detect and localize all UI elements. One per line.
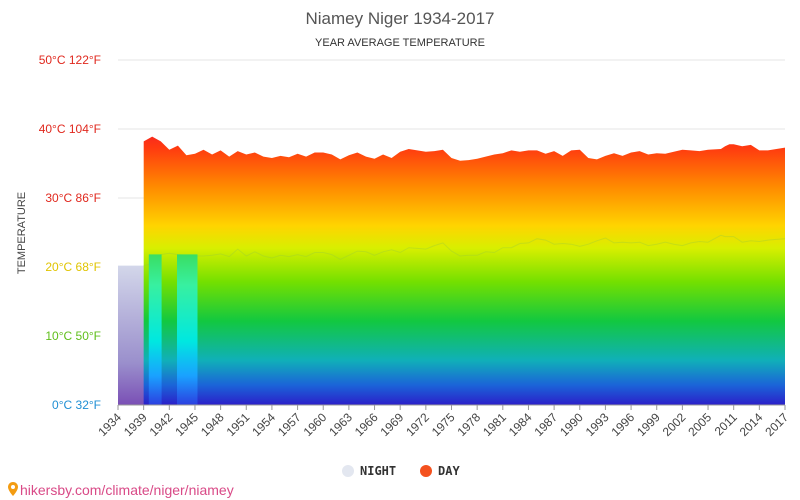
x-axis: 1934193919421945194819511954195719601963… — [95, 404, 791, 439]
x-tick-label: 1990 — [557, 410, 586, 439]
y-tick-label: 40°C 104°F — [39, 122, 101, 136]
legend-day-label: DAY — [438, 464, 460, 478]
map-pin-icon — [8, 482, 18, 496]
x-tick-label: 1948 — [198, 410, 227, 439]
credit-link[interactable]: hikersby.com/climate/niger/niamey — [8, 482, 234, 498]
x-tick-label: 1969 — [378, 410, 407, 439]
legend-night-label: NIGHT — [360, 464, 396, 478]
y-axis-title: TEMPERATURE — [16, 192, 28, 274]
day-area — [143, 136, 786, 405]
chart-title: Niamey Niger 1934-2017 — [306, 9, 495, 28]
y-tick-label: 10°C 50°F — [45, 329, 101, 343]
x-tick-label: 1939 — [121, 410, 150, 439]
x-tick-label: 1978 — [454, 410, 483, 439]
legend: NIGHT DAY — [342, 464, 460, 478]
x-tick-label: 1966 — [352, 410, 381, 439]
night-line — [143, 234, 786, 267]
x-tick-label: 1996 — [608, 410, 637, 439]
legend-day-swatch — [420, 465, 432, 477]
plot-areas — [118, 136, 786, 405]
x-tick-label: 2017 — [762, 410, 791, 439]
y-tick-label: 50°C 122°F — [39, 53, 101, 67]
x-tick-label: 1960 — [301, 410, 330, 439]
x-tick-label: 1972 — [403, 410, 432, 439]
y-tick-label: 0°C 32°F — [52, 398, 101, 412]
x-tick-label: 1951 — [224, 410, 253, 439]
y-axis-labels: 0°C 32°F 10°C 50°F 20°C 68°F 30°C 86°F 40°C … — [39, 53, 101, 412]
legend-item-night[interactable]: NIGHT — [342, 464, 396, 478]
data-gap-column-0 — [148, 254, 162, 405]
credit-text: hikersby.com/climate/niger/niamey — [20, 482, 234, 498]
x-tick-label: 2002 — [660, 410, 689, 439]
x-tick-label: 1981 — [480, 410, 509, 439]
x-tick-label: 1993 — [583, 410, 612, 439]
chart-subtitle: YEAR AVERAGE TEMPERATURE — [315, 37, 485, 49]
y-tick-label: 30°C 86°F — [45, 191, 101, 205]
x-tick-label: 2011 — [712, 410, 740, 438]
x-tick-label: 1954 — [249, 410, 278, 439]
x-tick-label: 2014 — [737, 410, 766, 439]
x-tick-label: 2005 — [685, 410, 714, 439]
data-gap-column-1 — [177, 254, 198, 405]
y-tick-label: 20°C 68°F — [45, 260, 101, 274]
x-tick-label: 1987 — [531, 410, 560, 439]
x-tick-label: 1999 — [634, 410, 663, 439]
x-tick-label: 1942 — [147, 410, 176, 439]
x-tick-label: 1975 — [429, 410, 458, 439]
x-tick-label: 1963 — [326, 410, 355, 439]
x-tick-label: 1945 — [172, 410, 201, 439]
legend-item-day[interactable]: DAY — [420, 464, 460, 478]
x-tick-label: 1934 — [95, 410, 124, 439]
legend-night-swatch — [342, 465, 354, 477]
x-tick-label: 1957 — [275, 410, 304, 439]
x-tick-label: 1984 — [506, 410, 535, 439]
